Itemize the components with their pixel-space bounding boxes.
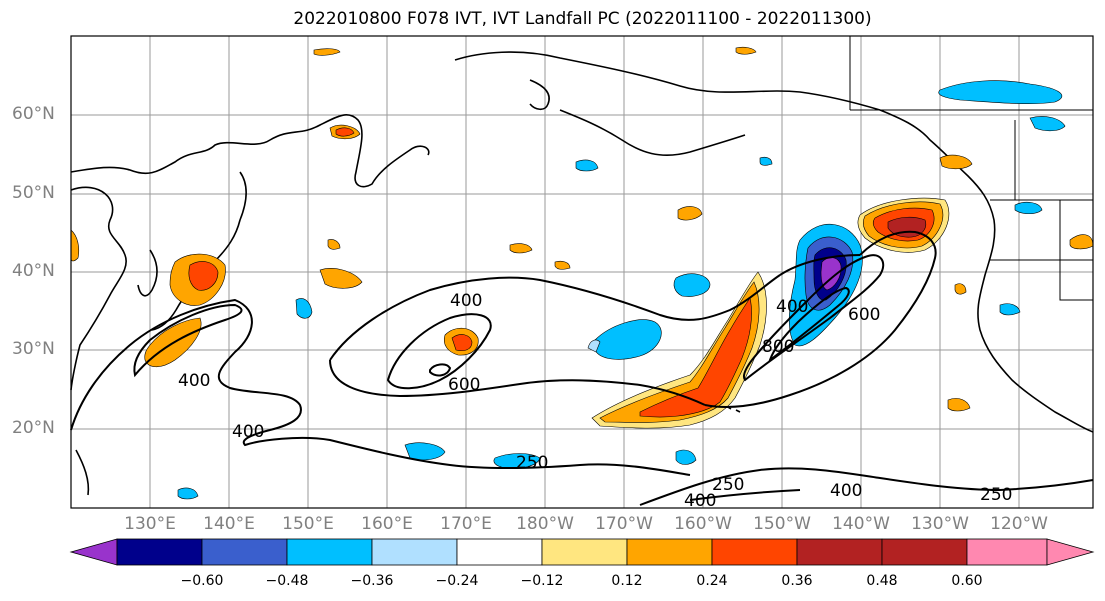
colorbar-segment-9 [796, 538, 883, 566]
lat-label-40n: 40°N [12, 261, 55, 281]
lon-label-160e: 160°E [361, 514, 413, 534]
lon-label-170w: 170°W [595, 514, 653, 534]
colorbar-tick-8: 0.36 [781, 573, 813, 589]
contour-label-12: 250 [980, 485, 1012, 505]
lon-label-170e: 170°E [440, 514, 492, 534]
coastlines [70, 51, 1094, 496]
contour-label-9: 250 [712, 475, 744, 495]
contour-label-6: 600 [848, 305, 880, 325]
colorbar-segment-5 [456, 538, 543, 566]
lon-label-130w: 130°W [911, 514, 969, 534]
lon-label-120w: 120°W [990, 514, 1048, 534]
contour-label-11: 400 [830, 481, 862, 501]
colorbar-segment-2 [201, 538, 288, 566]
colorbar-segment-4 [371, 538, 458, 566]
colorbar-segment-1 [116, 538, 203, 566]
colorbar-tick-3: −0.36 [350, 573, 394, 589]
contour-label-4: 600 [448, 375, 480, 395]
contour-labels: 400 400 400 600 400 600 800 250 250 400 … [178, 291, 1012, 511]
lat-label-50n: 50°N [12, 183, 55, 203]
lon-label-150w: 150°W [753, 514, 811, 534]
map-border [70, 35, 1094, 509]
contour-label-3: 400 [450, 291, 482, 311]
figure-title: 2022010800 F078 IVT, IVT Landfall PC (20… [293, 9, 872, 29]
colorbar-tick-1: −0.60 [180, 573, 224, 589]
lon-label-130e: 130°E [124, 514, 176, 534]
positive-anomaly-patches [70, 46, 1094, 429]
colorbar-tick-2: −0.48 [265, 573, 309, 589]
contour-label-8: 250 [516, 453, 548, 473]
lat-label-30n: 30°N [12, 339, 55, 359]
colorbar-high-triangle [1046, 538, 1095, 566]
colorbar-tick-7: 0.24 [696, 573, 728, 589]
colorbar-segment-11 [966, 538, 1048, 566]
colorbar-segment-10 [881, 538, 968, 566]
colorbar-tick-6: 0.12 [611, 573, 643, 589]
colorbar-segment-6 [541, 538, 628, 566]
colorbar-tick-4: −0.24 [435, 573, 479, 589]
lon-label-140w: 140°W [832, 514, 890, 534]
contour-label-2: 400 [232, 422, 264, 442]
lon-label-160w: 160°W [674, 514, 732, 534]
contour-label-10: 400 [684, 491, 716, 511]
contour-label-7: 800 [762, 337, 794, 357]
colorbar-low-triangle [69, 538, 118, 566]
colorbar-tick-9: 0.48 [866, 573, 898, 589]
political-borders [849, 36, 1093, 301]
ivt-contours [70, 230, 1094, 506]
colorbar-tick-10: 0.60 [951, 573, 983, 589]
lon-label-180w: 180°W [516, 514, 574, 534]
lat-label-20n: 20°N [12, 418, 55, 438]
colorbar-segment-8 [711, 538, 798, 566]
colorbar-segment-3 [286, 538, 373, 566]
contour-label-5: 400 [776, 297, 808, 317]
contour-label-1: 400 [178, 371, 210, 391]
colorbar [69, 538, 1095, 566]
lat-label-60n: 60°N [12, 104, 55, 124]
colorbar-segment-7 [626, 538, 713, 566]
lon-label-140e: 140°E [203, 514, 255, 534]
colorbar-tick-5: −0.12 [520, 573, 564, 589]
lon-label-150e: 150°E [282, 514, 334, 534]
